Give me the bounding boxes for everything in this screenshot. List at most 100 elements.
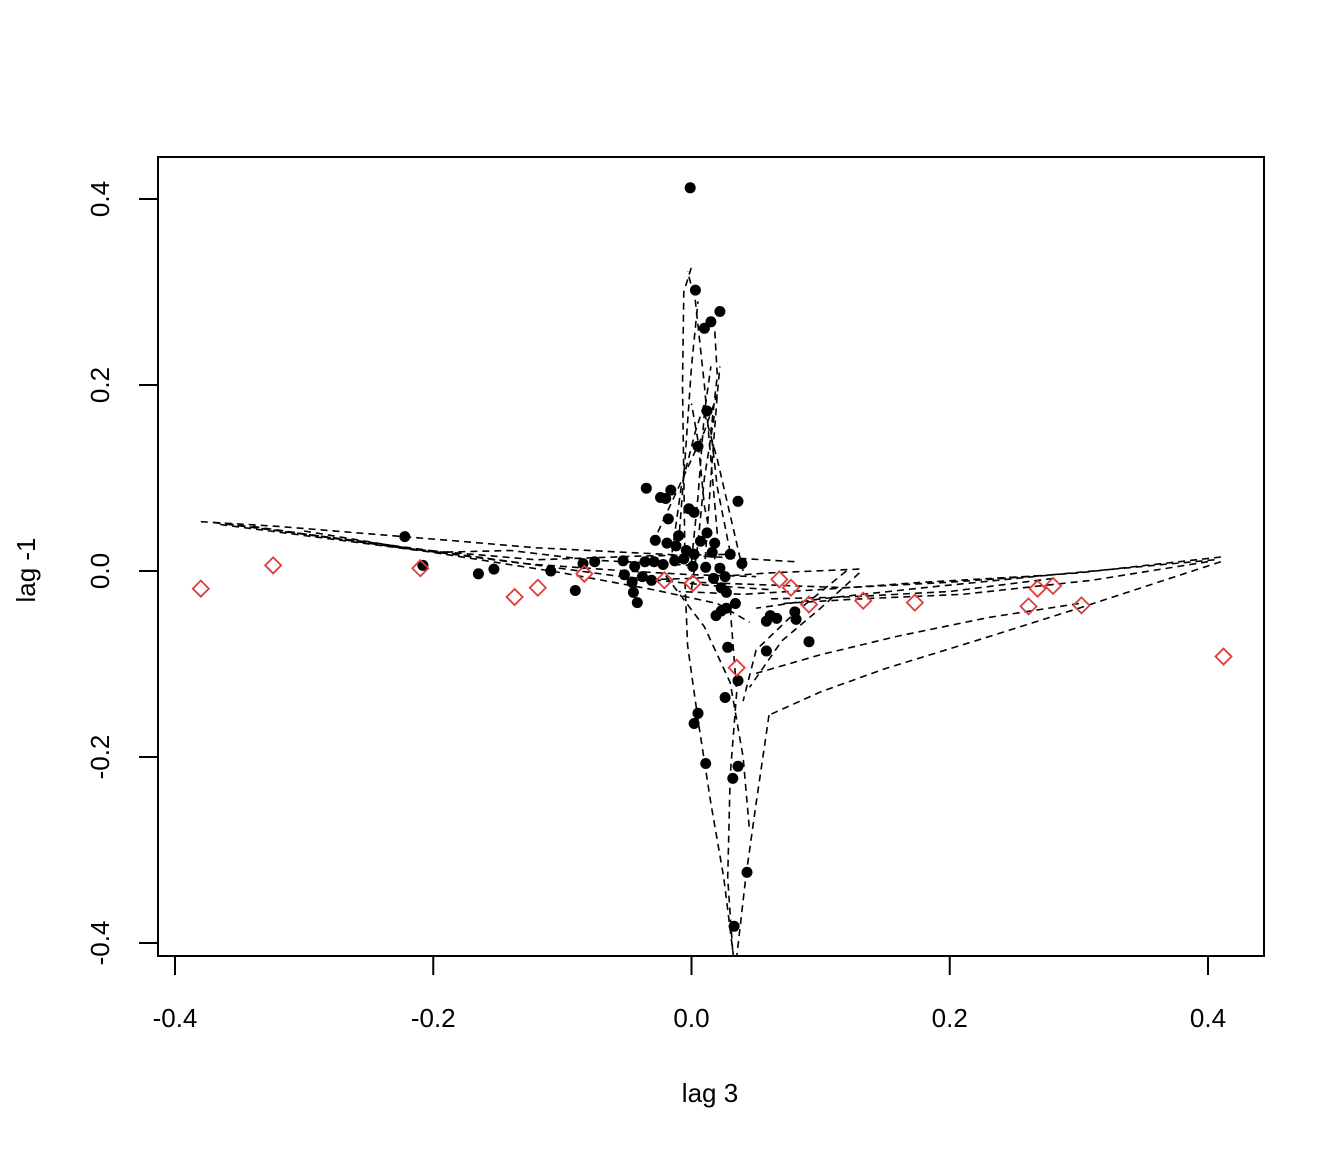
dashed-line-27 bbox=[710, 329, 731, 553]
data-point-67 bbox=[732, 675, 744, 687]
data-point-28 bbox=[488, 563, 500, 575]
y-tick-label-3: 0.2 bbox=[85, 367, 115, 403]
diamond-point-8 bbox=[727, 658, 746, 677]
data-point-22 bbox=[688, 548, 700, 560]
dashed-line-16 bbox=[665, 575, 751, 832]
data-point-32 bbox=[617, 555, 629, 567]
data-point-73 bbox=[727, 772, 739, 784]
data-point-4 bbox=[698, 322, 710, 334]
data-point-9 bbox=[732, 495, 744, 507]
y-tick-label-4: 0.4 bbox=[85, 181, 115, 217]
data-point-74 bbox=[741, 866, 753, 878]
data-point-69 bbox=[692, 707, 704, 719]
diamond-point-15 bbox=[1028, 579, 1047, 598]
diamond-point-12 bbox=[853, 591, 873, 611]
data-point-75 bbox=[728, 920, 740, 932]
data-point-5 bbox=[701, 405, 713, 417]
data-point-1 bbox=[689, 284, 701, 296]
data-point-23 bbox=[695, 535, 706, 547]
diamond-point-7 bbox=[683, 573, 703, 593]
data-point-43 bbox=[472, 568, 484, 580]
dashed-line-14 bbox=[748, 572, 860, 688]
y-tick-label-1: -0.2 bbox=[85, 735, 115, 780]
data-point-15 bbox=[649, 534, 661, 546]
dashed-line-3 bbox=[226, 522, 757, 578]
data-point-51 bbox=[627, 586, 639, 598]
x-tick-label-1: -0.2 bbox=[411, 1003, 456, 1033]
dashed-line-17 bbox=[735, 714, 770, 956]
data-point-48 bbox=[708, 572, 719, 584]
x-axis: -0.4 -0.2 0.0 0.2 0.4 bbox=[153, 955, 1226, 1033]
data-point-61 bbox=[771, 612, 783, 624]
data-point-34 bbox=[639, 556, 651, 568]
data-point-0 bbox=[684, 182, 696, 194]
data-point-29 bbox=[545, 565, 557, 577]
diamond-point-10 bbox=[781, 578, 801, 598]
data-point-33 bbox=[629, 560, 641, 572]
data-point-2 bbox=[714, 306, 726, 317]
data-point-58 bbox=[710, 610, 722, 622]
diamond-point-0 bbox=[191, 579, 211, 598]
data-point-37 bbox=[669, 555, 681, 567]
dashed-line-28 bbox=[703, 412, 744, 572]
dashed-line-26 bbox=[690, 403, 719, 572]
dashed-line-15 bbox=[742, 570, 847, 702]
data-point-39 bbox=[687, 560, 699, 572]
diamond-point-13 bbox=[905, 593, 925, 612]
diamond-point-3 bbox=[505, 587, 524, 607]
data-point-20 bbox=[670, 540, 682, 552]
data-point-25 bbox=[724, 548, 736, 560]
x-axis-title: lag 3 bbox=[682, 1078, 738, 1108]
dashed-line-20 bbox=[681, 266, 693, 562]
data-point-70 bbox=[688, 718, 700, 729]
data-point-7 bbox=[640, 482, 652, 494]
y-tick-label-0: -0.4 bbox=[85, 921, 115, 966]
data-point-44 bbox=[618, 569, 630, 581]
y-axis: -0.4 -0.2 0.0 0.2 0.4 bbox=[85, 181, 159, 966]
data-point-63 bbox=[790, 613, 802, 625]
data-point-55 bbox=[729, 598, 741, 609]
dashed-line-24 bbox=[690, 366, 712, 562]
data-point-40 bbox=[700, 561, 712, 573]
dashed-line-22 bbox=[677, 301, 699, 544]
dashed-line-13 bbox=[768, 560, 1222, 716]
data-point-45 bbox=[626, 576, 638, 588]
data-point-72 bbox=[732, 760, 744, 772]
dashed-line-25 bbox=[671, 403, 706, 553]
data-point-26 bbox=[399, 531, 411, 543]
data-point-13 bbox=[688, 506, 700, 518]
dashed-line-8 bbox=[781, 560, 1209, 605]
diamond-point-5 bbox=[575, 564, 594, 584]
data-point-64 bbox=[722, 641, 734, 653]
data-point-31 bbox=[589, 556, 601, 568]
data-point-52 bbox=[631, 597, 643, 609]
dashed-line-9 bbox=[678, 574, 1041, 596]
diamond-point-17 bbox=[1072, 596, 1091, 615]
data-point-36 bbox=[657, 559, 669, 570]
data-point-41 bbox=[714, 562, 726, 574]
dashed-line-30 bbox=[690, 412, 716, 590]
data-point-65 bbox=[760, 645, 772, 657]
diamond-point-4 bbox=[528, 578, 548, 598]
data-point-27 bbox=[417, 559, 429, 571]
data-point-18 bbox=[709, 537, 721, 549]
data-point-11 bbox=[660, 493, 672, 504]
data-point-35 bbox=[648, 556, 660, 568]
data-point-19 bbox=[661, 537, 673, 549]
dashed-line-23 bbox=[703, 366, 721, 572]
dashed-line-6 bbox=[691, 556, 1221, 589]
diamond-point-16 bbox=[1043, 576, 1063, 596]
data-point-49 bbox=[719, 571, 731, 583]
data-point-66 bbox=[803, 636, 815, 648]
data-point-17 bbox=[701, 527, 713, 539]
diamond-point-6 bbox=[655, 571, 674, 590]
dashed-line-5 bbox=[303, 530, 692, 567]
data-point-46 bbox=[636, 571, 648, 583]
x-tick-label-4: 0.4 bbox=[1190, 1003, 1226, 1033]
x-tick-label-0: -0.4 bbox=[153, 1003, 198, 1033]
y-axis-title: lag -1 bbox=[11, 537, 41, 602]
data-point-68 bbox=[719, 692, 731, 703]
x-tick-label-2: 0.0 bbox=[673, 1003, 709, 1033]
data-point-14 bbox=[662, 513, 674, 525]
data-point-6 bbox=[692, 440, 704, 452]
